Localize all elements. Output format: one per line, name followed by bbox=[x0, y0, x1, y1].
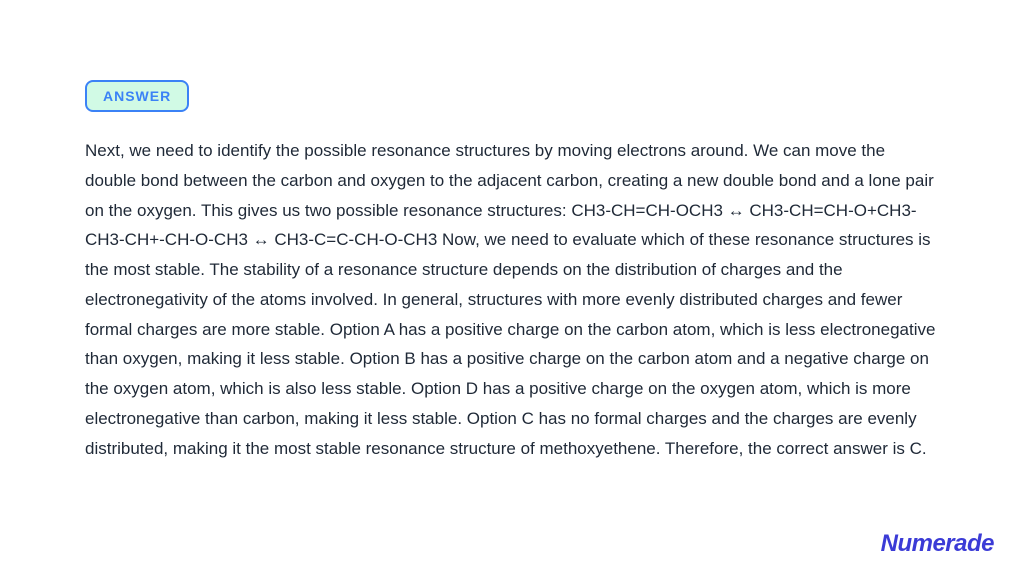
numerade-logo: Numerade bbox=[881, 530, 994, 558]
answer-badge: ANSWER bbox=[85, 80, 189, 112]
answer-body-text: Next, we need to identify the possible r… bbox=[85, 136, 939, 463]
